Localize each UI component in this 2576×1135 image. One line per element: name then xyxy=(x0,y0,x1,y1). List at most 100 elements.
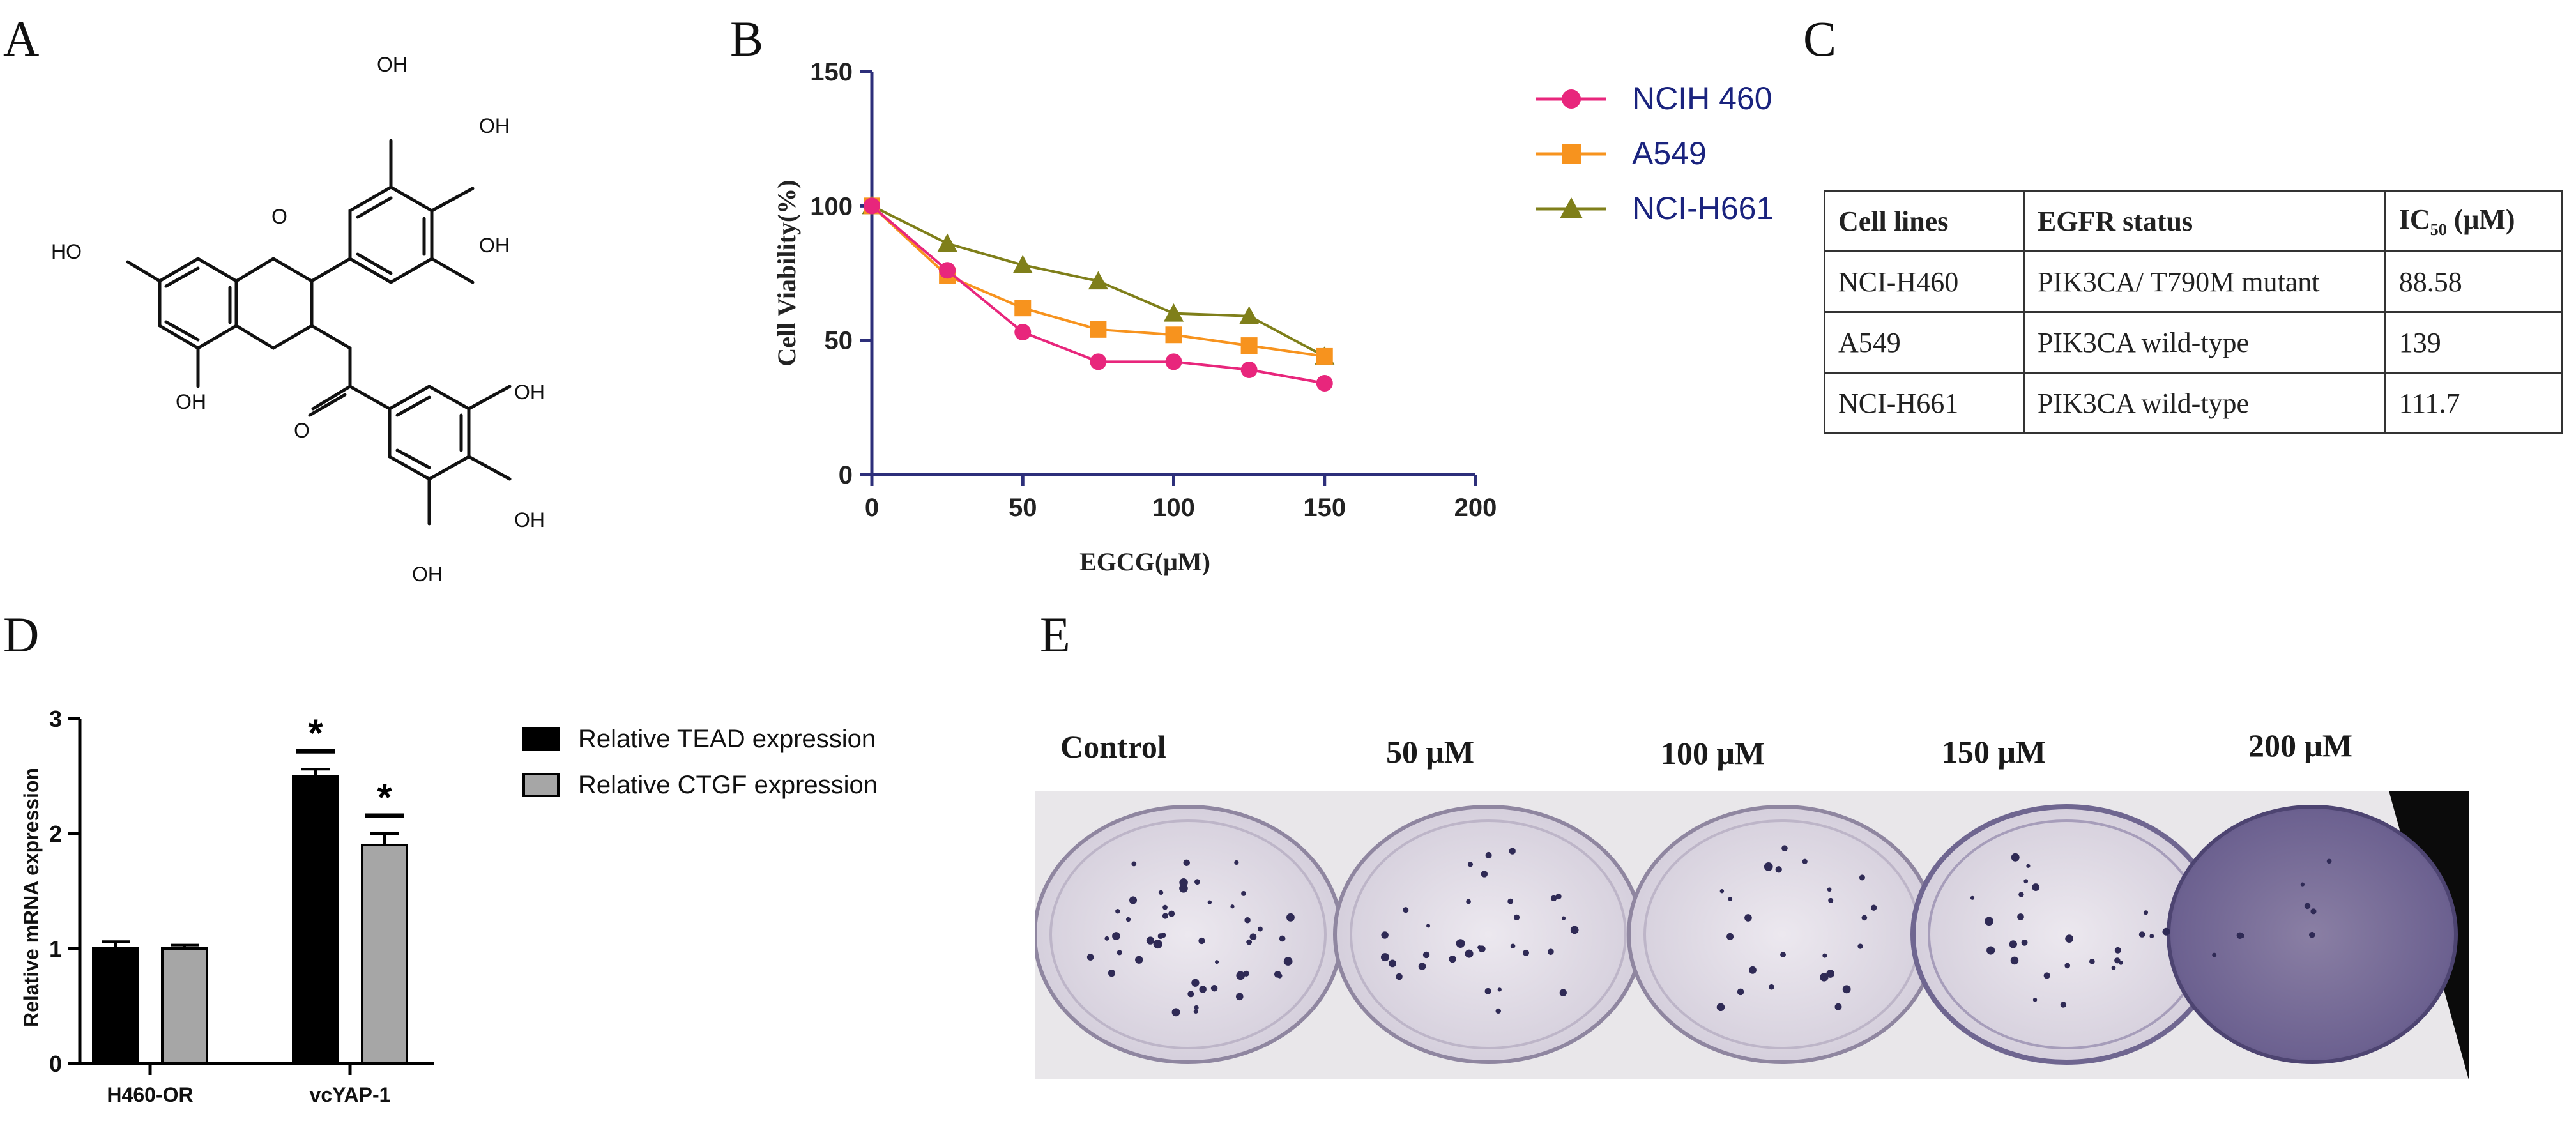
egcg-structure: HO OH OH OH O OH O OH OH OH xyxy=(51,53,545,586)
y-tick-label: 0 xyxy=(839,461,853,489)
egfr-status: PIK3CA wild-type xyxy=(2022,372,2386,434)
cell-line: NCI-H460 xyxy=(1824,250,2025,313)
colony-dot xyxy=(2043,972,2050,979)
bar xyxy=(292,775,339,1065)
colony-dot xyxy=(2326,858,2332,864)
significance-marker: * xyxy=(377,776,392,819)
colony-dot xyxy=(1183,859,1190,867)
colony-dot xyxy=(1497,987,1502,992)
x-tick-label: 50 xyxy=(1009,494,1037,522)
colony-dot xyxy=(1243,970,1249,977)
colony-dot xyxy=(1279,935,1286,942)
colony-dot xyxy=(1389,959,1396,968)
colony-dot xyxy=(1826,970,1834,978)
colony-dot xyxy=(1162,913,1169,919)
col-header-ic50: IC50 (μM) xyxy=(2384,190,2564,252)
colony-dot xyxy=(1235,993,1244,1001)
legend-marker xyxy=(1562,89,1581,109)
colony-dot xyxy=(1561,916,1566,920)
struct-label-oh-top: OH xyxy=(377,53,408,76)
x-tick-label: vcYAP-1 xyxy=(310,1083,391,1106)
colony-dot xyxy=(1749,966,1757,974)
data-point xyxy=(1014,300,1032,317)
colony-dot xyxy=(1199,986,1207,993)
significance-marker: * xyxy=(308,712,323,754)
colony-dot xyxy=(1129,896,1138,904)
x-axis-label: EGCG(μM) xyxy=(1079,547,1210,576)
data-point xyxy=(937,233,957,252)
colony-dot xyxy=(1716,1003,1725,1012)
ic50-table: Cell lines EGFR status IC50 (μM) NCI-H46… xyxy=(1824,190,2564,434)
plate-label-control: Control xyxy=(1060,729,1166,765)
struct-label-oh-upper-right: OH xyxy=(479,114,510,137)
colony-dot xyxy=(1466,899,1471,904)
ic50-header-sub: 50 xyxy=(2430,220,2447,239)
colony-dot xyxy=(2236,932,2244,939)
cell-line: A549 xyxy=(1824,311,2025,374)
legend-label: A549 xyxy=(1632,135,1707,171)
colony-dot xyxy=(1286,913,1295,922)
colony-dot xyxy=(1194,1005,1199,1010)
colony-dot xyxy=(2017,913,2024,920)
colony-dot xyxy=(1484,987,1491,994)
colony-dot xyxy=(1985,917,1993,926)
colony-dot xyxy=(2310,908,2317,915)
col-header-egfr-status: EGFR status xyxy=(2022,190,2386,252)
colony-dot xyxy=(1726,933,1734,940)
colony-dot xyxy=(1422,951,1430,959)
x-tick-label: 200 xyxy=(1454,494,1497,522)
legend-label: NCI-H661 xyxy=(1632,190,1774,226)
colony-dot xyxy=(2060,1002,2067,1008)
colony-dot xyxy=(2065,934,2073,943)
colony-dot xyxy=(1449,956,1456,963)
colony-dot xyxy=(1171,1008,1180,1017)
colony-dot xyxy=(2089,958,2095,964)
colony-dot xyxy=(1728,897,1733,901)
colony-dot xyxy=(1215,960,1219,964)
colony-dot xyxy=(1418,963,1426,970)
colony-dot xyxy=(1236,971,1246,980)
colony-dot xyxy=(1781,845,1788,851)
colony-dot xyxy=(1249,933,1257,941)
table-header-row: Cell lines EGFR status IC50 (μM) xyxy=(1824,190,2564,252)
table-row: NCI-H661 PIK3CA wild-type 111.7 xyxy=(1824,372,2564,434)
dish-control xyxy=(1035,805,1343,1064)
table-row: NCI-H460 PIK3CA/ T790M mutant 88.58 xyxy=(1824,250,2564,313)
ic50-header-unit: (μM) xyxy=(2446,203,2515,235)
colony-dot xyxy=(1764,862,1773,871)
colony-dot xyxy=(2032,883,2040,891)
data-point xyxy=(1088,271,1108,290)
colony-dot xyxy=(1162,904,1168,910)
plate-label-200: 200 μM xyxy=(2248,727,2353,763)
x-tick-label: 150 xyxy=(1303,494,1346,522)
colony-dot xyxy=(2149,934,2154,938)
data-point xyxy=(1165,326,1182,344)
panel-label-d: D xyxy=(3,607,40,662)
panel-label-a: A xyxy=(3,11,40,66)
y-axis-label: Cell Viability(%) xyxy=(772,179,801,366)
data-point xyxy=(1316,347,1333,365)
colony-dot xyxy=(1241,891,1247,896)
colony-dot xyxy=(2309,931,2315,938)
colony-dot xyxy=(1559,989,1567,996)
colony-dot xyxy=(2300,882,2305,887)
colony-dot xyxy=(1193,1009,1198,1014)
colony-dot xyxy=(1547,948,1554,956)
colony-dot xyxy=(2162,927,2170,936)
colony-dot xyxy=(1104,936,1109,941)
colony-dot xyxy=(2119,961,2123,965)
colony-dot xyxy=(1828,897,1834,903)
colony-dot xyxy=(2304,903,2311,910)
colony-dot xyxy=(1194,879,1200,885)
data-point xyxy=(1239,306,1260,324)
colony-dot xyxy=(1769,984,1774,990)
colony-dot xyxy=(1146,936,1155,945)
colony-dot xyxy=(1456,939,1465,948)
colony-dot xyxy=(1495,1008,1501,1014)
y-tick-label: 3 xyxy=(49,706,62,732)
colony-dot xyxy=(1510,943,1516,948)
colony-dot xyxy=(1737,988,1744,996)
dish-50 xyxy=(1333,805,1643,1064)
cell-line: NCI-H661 xyxy=(1824,372,2025,434)
colony-dot xyxy=(1207,900,1212,904)
